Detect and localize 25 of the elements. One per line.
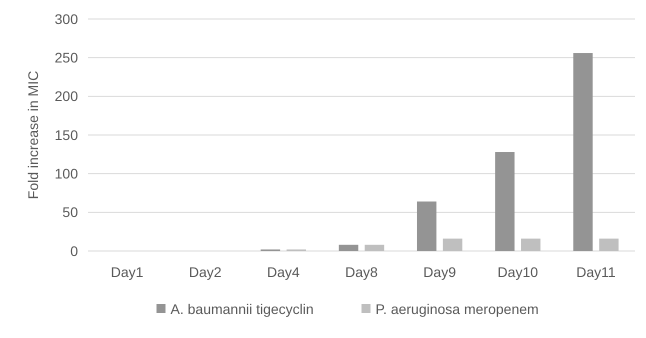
x-tick-label: Day1 bbox=[110, 264, 144, 280]
bar bbox=[338, 244, 358, 251]
y-tick-label: 200 bbox=[54, 88, 78, 104]
bar bbox=[573, 53, 593, 251]
y-tick-label: 0 bbox=[70, 242, 78, 259]
x-tick-label: Day2 bbox=[188, 264, 222, 280]
y-tick-label: 300 bbox=[54, 10, 78, 27]
x-tick-label: Day10 bbox=[498, 264, 538, 280]
legend-label: A. baumannii tigecyclin bbox=[170, 300, 314, 317]
bar bbox=[521, 238, 540, 251]
y-axis-title: Fold increase in MIC bbox=[25, 70, 41, 200]
x-tick-label: Day11 bbox=[576, 264, 616, 280]
x-tick-label: Day4 bbox=[267, 264, 300, 280]
bar bbox=[442, 238, 462, 251]
y-tick-label: 50 bbox=[62, 204, 78, 220]
bar bbox=[599, 238, 619, 251]
bar bbox=[364, 244, 384, 251]
y-tick-label: 250 bbox=[54, 50, 78, 66]
bar bbox=[416, 202, 436, 251]
legend-label: P. aeruginosa meropenem bbox=[376, 300, 539, 317]
x-tick-label: Day9 bbox=[423, 264, 456, 280]
x-tick-label: Day8 bbox=[345, 264, 378, 280]
bar bbox=[495, 152, 515, 251]
y-tick-label: 150 bbox=[54, 126, 78, 143]
y-tick-label: 100 bbox=[54, 166, 78, 182]
